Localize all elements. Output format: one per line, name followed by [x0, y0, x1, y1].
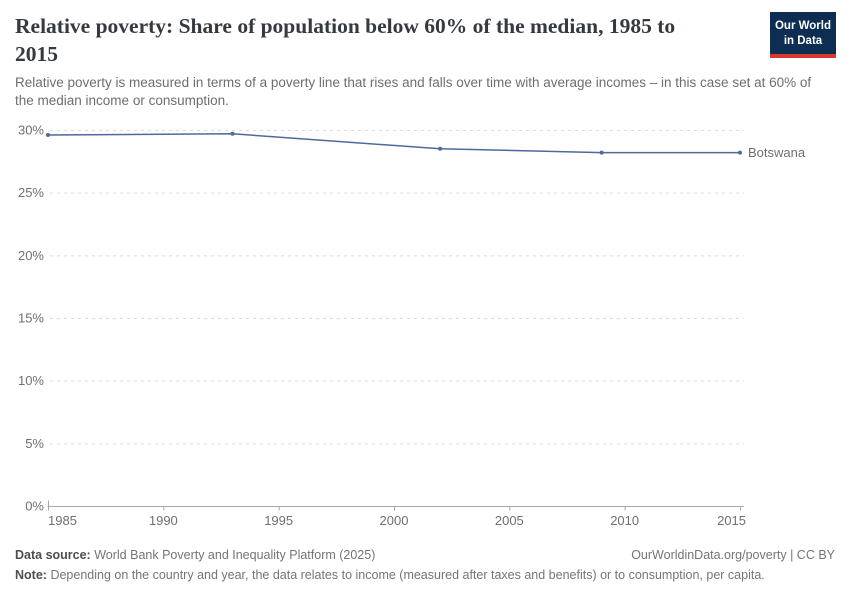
series-line-botswana[interactable] [47, 133, 740, 154]
x-tick-label: 1985 [48, 513, 77, 528]
owid-license-link[interactable]: OurWorldinData.org/poverty | CC BY [631, 548, 835, 562]
line-chart: 0% 5% 10% 15% 20% 25% 30% 1985 1990 1995 2000 2005 2… [18, 123, 806, 529]
entity-label[interactable]: Botswana [748, 145, 806, 160]
note-text: Depending on the country and year, the d… [50, 568, 765, 582]
y-tick-label: 30% [18, 123, 44, 138]
data-point[interactable] [438, 146, 443, 151]
y-tick-label: 25% [18, 185, 44, 200]
y-tick-label: 20% [18, 248, 44, 263]
x-tick-label: 2000 [380, 513, 409, 528]
owid-logo-line2: in Data [783, 34, 823, 47]
owid-logo[interactable]: Our World in Data [770, 12, 836, 58]
data-point[interactable] [599, 150, 604, 155]
chart-subtitle: Relative poverty is measured in terms of… [15, 75, 812, 108]
y-tick-label: 10% [18, 373, 44, 388]
note-label: Note: [15, 568, 47, 582]
x-tick-label: 2015 [717, 513, 746, 528]
data-point[interactable] [46, 133, 50, 137]
y-tick-label: 5% [25, 436, 44, 451]
x-tick-label: 2005 [495, 513, 524, 528]
y-tick-label: 0% [25, 499, 44, 514]
data-point[interactable] [230, 131, 235, 136]
y-tick-label: 15% [18, 311, 44, 326]
data-point[interactable] [738, 150, 742, 155]
owid-logo-line1: Our World [774, 20, 831, 32]
x-tick-label: 2010 [610, 513, 639, 528]
note-row: Note: Depending on the country and year,… [15, 568, 837, 582]
data-source-text: World Bank Poverty and Inequality Platfo… [94, 548, 376, 562]
x-tick-label: 1990 [149, 513, 178, 528]
data-source-label: Data source: [15, 548, 91, 562]
data-source-row: Data source: World Bank Poverty and Ineq… [15, 548, 375, 562]
x-tick-label: 1995 [264, 513, 293, 528]
chart-title: Relative poverty: Share of population be… [15, 14, 676, 67]
